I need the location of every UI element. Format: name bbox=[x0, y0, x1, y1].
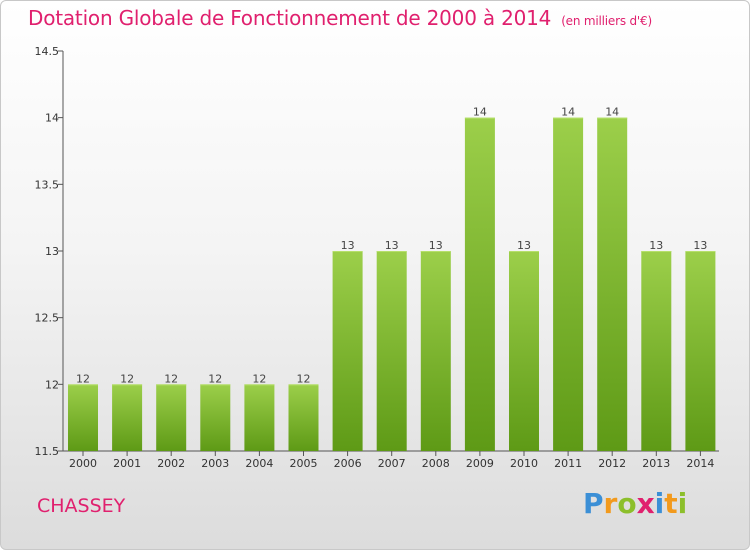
bar-value-label: 13 bbox=[517, 239, 531, 252]
x-tick-label: 2009 bbox=[466, 457, 494, 470]
chart-title: Dotation Globale de Fonctionnement de 20… bbox=[28, 6, 652, 30]
bar-value-label: 13 bbox=[341, 239, 355, 252]
bar-value-label: 13 bbox=[649, 239, 663, 252]
bar-value-label: 13 bbox=[693, 239, 707, 252]
logo-letter: x bbox=[636, 487, 655, 520]
bar-value-label: 12 bbox=[164, 372, 178, 385]
bar-value-label: 12 bbox=[120, 372, 134, 385]
bar-value-label: 12 bbox=[208, 372, 222, 385]
x-tick-label: 2006 bbox=[334, 457, 362, 470]
bar bbox=[420, 251, 451, 451]
x-tick-label: 2007 bbox=[378, 457, 406, 470]
bar bbox=[509, 251, 539, 451]
bar bbox=[332, 251, 363, 451]
y-tick-label: 12.5 bbox=[35, 312, 60, 325]
x-tick-label: 2000 bbox=[69, 457, 97, 470]
chart-value-labels: 12 12 12 12 12 12 13 13 13 14 13 14 14 13 13 bbox=[76, 106, 707, 386]
x-tick-label: 2005 bbox=[290, 457, 318, 470]
y-tick-label: 14 bbox=[45, 112, 59, 125]
bar-value-label: 12 bbox=[76, 372, 90, 385]
chart-axes: 11.5 12 12.5 13 13.5 14 14.5 2000 2001 2002 2003 20… bbox=[35, 45, 719, 470]
bar bbox=[685, 251, 716, 451]
x-tick-label: 2001 bbox=[113, 457, 141, 470]
x-tick-label: 2014 bbox=[686, 457, 714, 470]
logo-letter: r bbox=[603, 487, 618, 520]
bar-value-label: 14 bbox=[605, 106, 619, 119]
bar bbox=[553, 117, 584, 452]
x-tick-label: 2008 bbox=[422, 457, 450, 470]
x-tick-label: 2003 bbox=[201, 457, 229, 470]
y-tick-label: 13 bbox=[45, 245, 59, 258]
logo-letter: o bbox=[617, 487, 637, 520]
x-tick-label: 2011 bbox=[554, 457, 582, 470]
x-tick-label: 2012 bbox=[598, 457, 626, 470]
commune-name: CHASSEY bbox=[37, 495, 126, 517]
bar-value-label: 14 bbox=[473, 106, 487, 119]
bar bbox=[200, 384, 231, 451]
chart-bars bbox=[68, 117, 716, 452]
bar bbox=[376, 251, 407, 451]
x-tick-label: 2013 bbox=[642, 457, 670, 470]
y-tick-label: 14.5 bbox=[35, 45, 60, 58]
logo-letter: i bbox=[677, 487, 688, 520]
bar-value-label: 12 bbox=[297, 372, 311, 385]
bar-value-label: 13 bbox=[385, 239, 399, 252]
proxiti-logo: Proxiti bbox=[583, 487, 687, 520]
chart-title-text: Dotation Globale de Fonctionnement de 20… bbox=[28, 6, 552, 30]
bar-value-label: 12 bbox=[252, 372, 266, 385]
bar bbox=[597, 117, 628, 452]
x-tick-label: 2004 bbox=[245, 457, 273, 470]
bar bbox=[156, 384, 187, 451]
logo-letter: i bbox=[654, 487, 665, 520]
bar bbox=[641, 251, 672, 451]
logo-letter: t bbox=[664, 487, 678, 520]
bar-value-label: 13 bbox=[429, 239, 443, 252]
logo-letter: P bbox=[583, 487, 604, 520]
bar bbox=[244, 384, 275, 451]
bar bbox=[288, 384, 319, 451]
chart-unit: (en milliers d'€) bbox=[561, 14, 652, 28]
bar bbox=[68, 384, 98, 451]
x-tick-label: 2002 bbox=[157, 457, 185, 470]
bar-value-label: 14 bbox=[561, 106, 575, 119]
x-tick-label: 2010 bbox=[510, 457, 538, 470]
bar bbox=[112, 384, 143, 451]
y-tick-label: 13.5 bbox=[35, 178, 60, 191]
y-tick-label: 12 bbox=[45, 378, 59, 391]
bar bbox=[464, 117, 495, 452]
y-tick-label: 11.5 bbox=[35, 445, 60, 458]
